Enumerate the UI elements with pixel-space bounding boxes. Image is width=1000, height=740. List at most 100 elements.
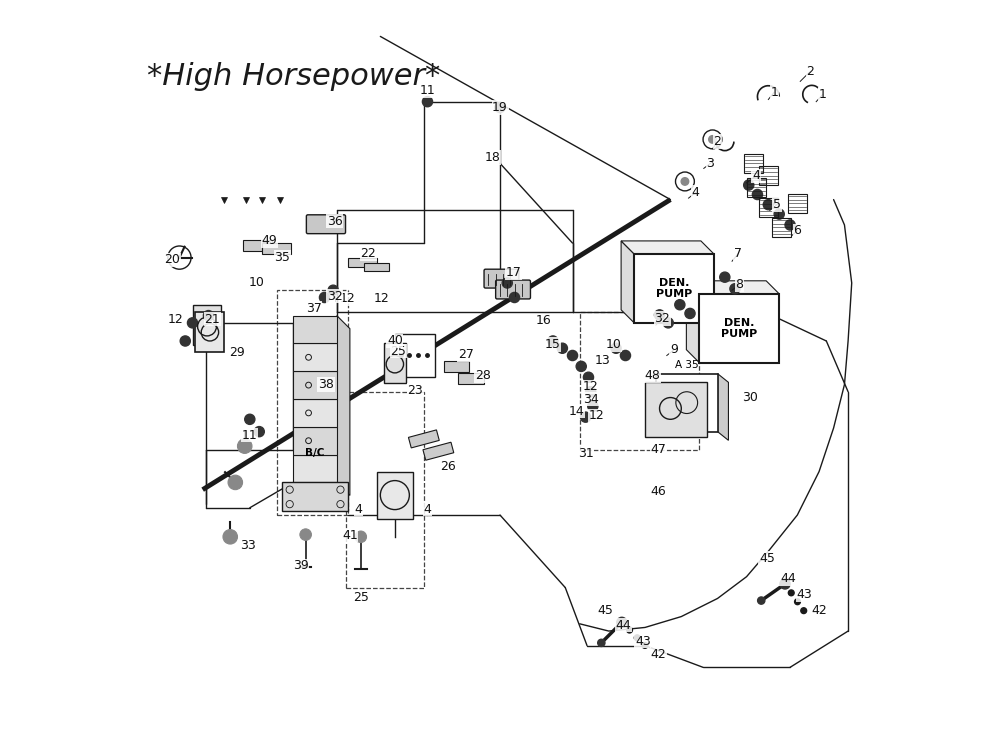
Text: 12: 12	[583, 380, 599, 393]
Text: 12: 12	[589, 409, 604, 423]
Bar	[747, 178, 766, 197]
Bar	[759, 198, 778, 217]
Polygon shape	[243, 240, 272, 251]
Text: 47: 47	[650, 443, 666, 457]
FancyBboxPatch shape	[306, 215, 346, 234]
Text: *High Horsepower*: *High Horsepower*	[147, 62, 440, 91]
Bar	[195, 312, 224, 351]
Text: 2: 2	[714, 135, 721, 148]
Polygon shape	[621, 241, 714, 254]
Bar	[645, 383, 707, 437]
Bar	[788, 194, 807, 212]
Text: 29: 29	[230, 346, 245, 359]
Circle shape	[245, 414, 255, 424]
Circle shape	[744, 180, 754, 190]
Circle shape	[328, 285, 338, 295]
Circle shape	[548, 336, 558, 346]
Text: 23: 23	[407, 384, 423, 397]
Text: 8: 8	[735, 278, 743, 291]
Circle shape	[627, 628, 632, 633]
Circle shape	[583, 372, 594, 383]
Circle shape	[730, 283, 740, 294]
Circle shape	[801, 608, 807, 613]
Text: 3: 3	[706, 157, 714, 169]
Circle shape	[588, 401, 598, 411]
Circle shape	[774, 209, 784, 219]
Text: 10: 10	[249, 277, 265, 289]
Text: 12: 12	[340, 292, 356, 306]
Text: 48: 48	[644, 369, 660, 383]
Circle shape	[509, 292, 520, 303]
Bar	[293, 454, 337, 482]
Circle shape	[223, 530, 237, 544]
Circle shape	[557, 343, 567, 353]
Text: 17: 17	[506, 266, 522, 279]
Circle shape	[422, 97, 433, 107]
Circle shape	[203, 311, 214, 320]
Bar	[282, 482, 348, 511]
Text: 34: 34	[584, 392, 599, 406]
Text: 33: 33	[240, 539, 256, 552]
Text: 45: 45	[597, 605, 613, 617]
Text: 4: 4	[355, 502, 363, 516]
Polygon shape	[686, 280, 779, 294]
Circle shape	[752, 189, 763, 200]
Circle shape	[319, 292, 330, 303]
Polygon shape	[686, 280, 699, 363]
Polygon shape	[364, 263, 389, 272]
Bar	[293, 371, 337, 399]
Circle shape	[580, 412, 591, 423]
Text: 4: 4	[692, 186, 700, 199]
Circle shape	[180, 336, 190, 346]
Text: 42: 42	[811, 605, 827, 617]
Text: 37: 37	[306, 302, 322, 314]
Circle shape	[187, 317, 198, 328]
Polygon shape	[718, 374, 728, 440]
Text: 10: 10	[605, 338, 621, 351]
Circle shape	[634, 635, 640, 641]
Text: 14: 14	[568, 405, 584, 418]
Text: 43: 43	[797, 588, 812, 602]
Bar	[346, 391, 424, 588]
Bar	[377, 471, 413, 519]
Circle shape	[642, 642, 648, 648]
Circle shape	[254, 426, 264, 437]
Bar	[580, 312, 699, 450]
Circle shape	[785, 220, 795, 230]
Bar	[293, 315, 337, 343]
Circle shape	[620, 351, 631, 360]
Bar	[293, 343, 337, 371]
Circle shape	[355, 531, 367, 542]
Bar	[699, 294, 779, 363]
Text: 41: 41	[342, 529, 358, 542]
Text: 1: 1	[770, 86, 778, 98]
Polygon shape	[444, 361, 469, 371]
Text: 30: 30	[742, 391, 758, 404]
Circle shape	[237, 439, 252, 454]
Circle shape	[788, 590, 794, 596]
Text: 26: 26	[440, 460, 456, 473]
Bar	[656, 374, 718, 431]
Circle shape	[758, 597, 765, 604]
Circle shape	[576, 361, 586, 371]
Bar	[384, 343, 406, 383]
Bar	[293, 399, 337, 427]
Text: 9: 9	[670, 343, 678, 356]
Circle shape	[681, 178, 689, 185]
Polygon shape	[348, 258, 377, 267]
Text: 2: 2	[806, 64, 814, 78]
Text: 19: 19	[492, 101, 508, 114]
Text: 40: 40	[387, 334, 403, 348]
Circle shape	[654, 310, 665, 320]
Text: 4: 4	[424, 502, 431, 516]
Text: 16: 16	[536, 314, 551, 327]
Text: 36: 36	[327, 215, 343, 228]
Circle shape	[228, 475, 243, 490]
Text: 31: 31	[578, 447, 593, 460]
Text: 21: 21	[204, 313, 220, 326]
Text: 46: 46	[650, 485, 666, 498]
Text: 25: 25	[391, 345, 406, 357]
FancyBboxPatch shape	[484, 269, 519, 288]
Circle shape	[685, 309, 695, 318]
Bar	[744, 154, 763, 172]
